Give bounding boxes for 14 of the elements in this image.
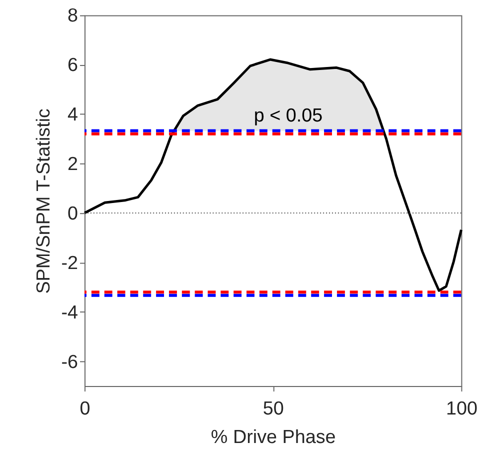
y-tick-label: 8 xyxy=(68,6,78,27)
x-axis-title: % Drive Phase xyxy=(210,427,336,448)
y-tick-label: 0 xyxy=(68,203,78,224)
x-tick-label: 50 xyxy=(262,398,284,420)
y-tick-label: -4 xyxy=(61,302,78,324)
annotation: p < 0.05 xyxy=(254,106,323,127)
line-series xyxy=(83,58,462,292)
y-tick-label: 6 xyxy=(68,55,78,76)
y-tick-label: 2 xyxy=(68,154,78,176)
y-tick-label: -2 xyxy=(61,252,78,274)
x-tick-label: 100 xyxy=(446,398,478,420)
y-axis-title: SPM/SnPM T-Statistic xyxy=(33,108,54,294)
y-tick-label: -6 xyxy=(61,352,78,373)
y-tick-label: 4 xyxy=(68,104,78,126)
